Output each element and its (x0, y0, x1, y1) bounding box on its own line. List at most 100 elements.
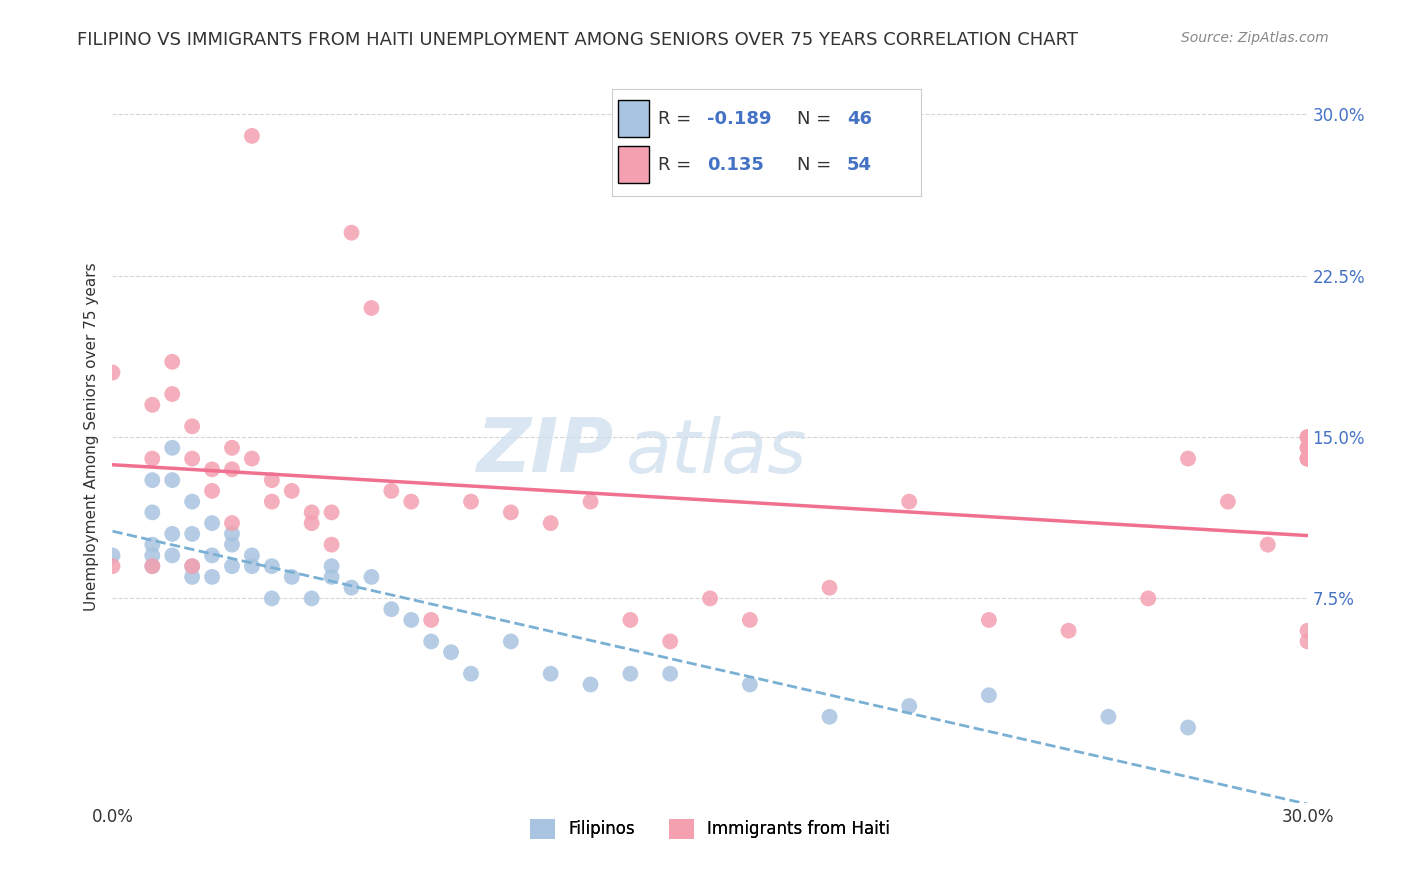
Point (301, 505, 323, 519)
Point (181, 570, 204, 584)
Point (401, 613, 423, 627)
Point (738, 613, 761, 627)
Point (301, 591, 323, 606)
Point (162, 473, 183, 487)
Point (162, 527, 183, 541)
Text: FILIPINO VS IMMIGRANTS FROM HAITI UNEMPLOYMENT AMONG SENIORS OVER 75 YEARS CORRE: FILIPINO VS IMMIGRANTS FROM HAITI UNEMPL… (77, 31, 1078, 49)
Point (340, 226, 363, 240)
Point (240, 559, 263, 574)
Point (221, 527, 243, 541)
Point (420, 613, 443, 627)
Point (221, 441, 243, 455)
Point (1057, 624, 1080, 638)
Point (659, 634, 682, 648)
Point (141, 549, 163, 563)
Point (181, 559, 204, 574)
FancyBboxPatch shape (617, 146, 648, 184)
Point (898, 494, 921, 508)
Point (977, 688, 1000, 702)
Point (1296, 441, 1319, 455)
Point (1296, 430, 1319, 444)
Point (221, 462, 243, 476)
Point (281, 570, 304, 584)
Text: atlas: atlas (627, 416, 808, 488)
Point (260, 559, 283, 574)
Point (181, 419, 204, 434)
Point (380, 602, 402, 616)
Point (181, 559, 204, 574)
Point (540, 516, 562, 530)
Point (101, 366, 124, 380)
Point (460, 666, 482, 681)
Point (401, 494, 423, 508)
Point (181, 494, 204, 508)
Point (1296, 441, 1319, 455)
Point (221, 559, 243, 574)
Point (201, 570, 224, 584)
Text: R =: R = (658, 156, 697, 174)
Point (818, 710, 841, 724)
Point (181, 451, 204, 466)
Point (301, 516, 323, 530)
Point (1296, 624, 1319, 638)
Point (260, 591, 283, 606)
Point (738, 677, 761, 691)
Point (101, 549, 124, 563)
Text: 54: 54 (846, 156, 872, 174)
Point (221, 516, 243, 530)
Point (420, 634, 443, 648)
Point (141, 473, 163, 487)
Point (360, 570, 382, 584)
Point (1097, 710, 1119, 724)
Point (201, 483, 224, 498)
Point (260, 473, 283, 487)
Point (201, 516, 224, 530)
Point (201, 462, 224, 476)
Point (141, 505, 163, 519)
Point (1177, 451, 1199, 466)
Point (240, 549, 263, 563)
Point (659, 666, 682, 681)
Point (101, 559, 124, 574)
Point (1296, 451, 1319, 466)
Point (181, 527, 204, 541)
Point (321, 505, 343, 519)
Point (1177, 721, 1199, 735)
Point (1296, 430, 1319, 444)
Point (340, 581, 363, 595)
Text: N =: N = (797, 156, 837, 174)
Point (380, 483, 402, 498)
Legend: Filipinos, Immigrants from Haiti: Filipinos, Immigrants from Haiti (523, 812, 897, 846)
FancyBboxPatch shape (617, 100, 648, 137)
Point (260, 494, 283, 508)
Text: 46: 46 (846, 111, 872, 128)
Y-axis label: Unemployment Among Seniors over 75 years: Unemployment Among Seniors over 75 years (83, 263, 98, 611)
Point (619, 613, 641, 627)
Point (619, 666, 641, 681)
Point (162, 387, 183, 401)
Point (1296, 451, 1319, 466)
Point (240, 128, 263, 143)
Point (898, 698, 921, 713)
Point (699, 591, 721, 606)
Point (579, 494, 602, 508)
Point (499, 634, 522, 648)
Point (162, 355, 183, 369)
Point (141, 398, 163, 412)
Point (141, 451, 163, 466)
Point (440, 645, 463, 659)
Point (321, 559, 343, 574)
Text: 0.135: 0.135 (707, 156, 765, 174)
Point (1216, 494, 1239, 508)
Point (162, 441, 183, 455)
Point (540, 666, 562, 681)
Text: R =: R = (658, 111, 697, 128)
Point (977, 613, 1000, 627)
Point (1296, 451, 1319, 466)
Text: ZIP: ZIP (477, 415, 614, 488)
Point (499, 505, 522, 519)
Point (141, 559, 163, 574)
Point (360, 301, 382, 315)
Point (460, 494, 482, 508)
Point (818, 581, 841, 595)
